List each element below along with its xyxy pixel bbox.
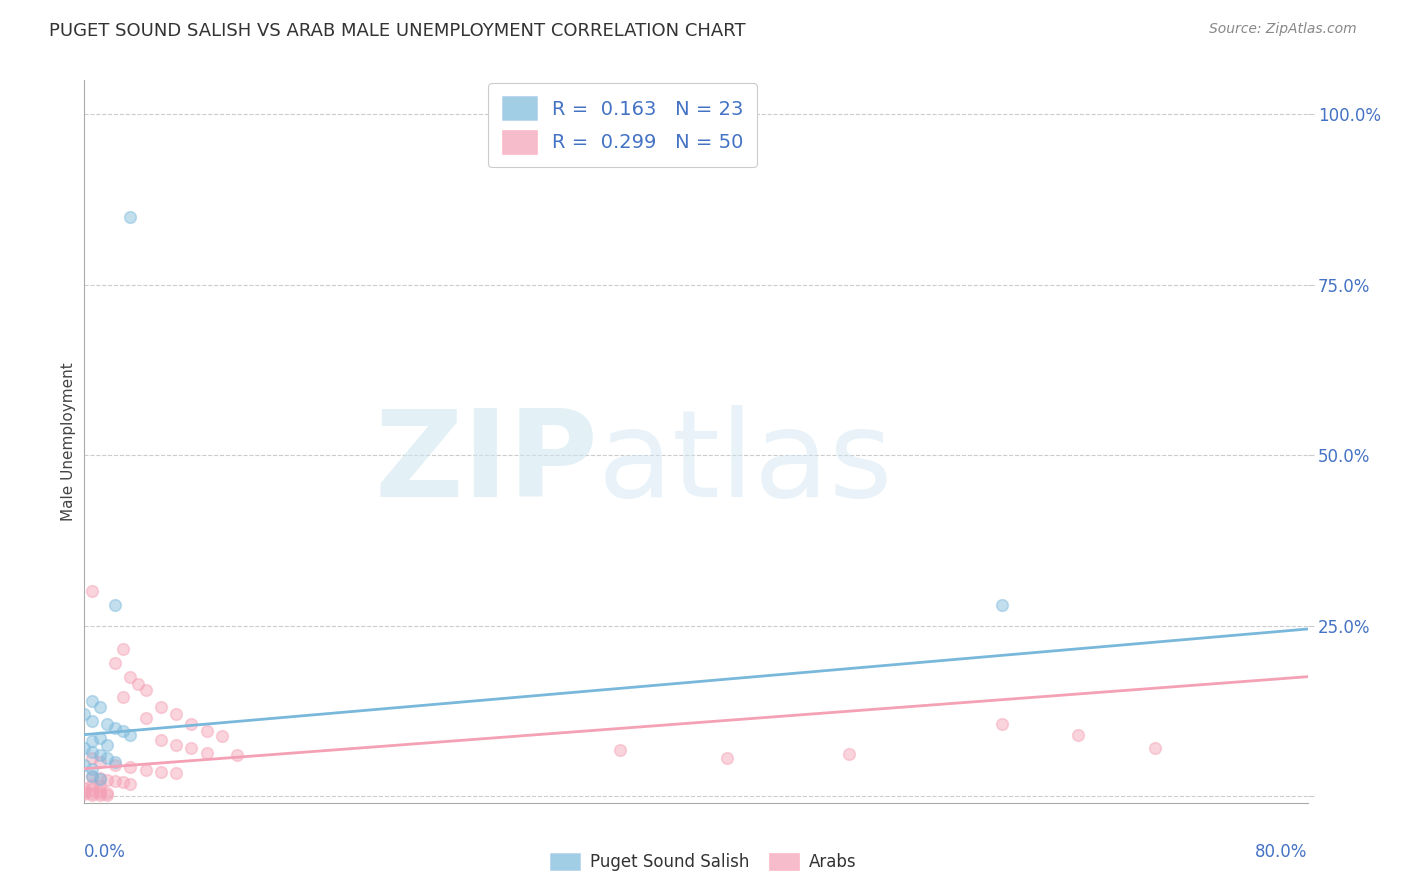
Legend: R =  0.163   N = 23, R =  0.299   N = 50: R = 0.163 N = 23, R = 0.299 N = 50 [488,83,758,167]
Point [165,707,187,722]
Point [89,748,111,763]
Point [120,210,142,224]
Point [226,748,249,763]
Text: atlas: atlas [598,405,894,522]
Point [80,778,103,792]
Point [120,760,142,774]
Point [149,765,172,780]
Point [111,775,134,789]
Point [96,751,118,765]
Point [80,786,103,800]
Point [1143,741,1166,756]
Point [80,782,103,797]
Point [149,700,172,714]
Point [104,656,127,670]
Point [96,738,118,752]
Point [104,598,127,612]
Point [89,772,111,786]
Text: PUGET SOUND SALISH VS ARAB MALE UNEMPLOYMENT CORRELATION CHART: PUGET SOUND SALISH VS ARAB MALE UNEMPLOY… [49,22,745,40]
Point [80,770,103,784]
Legend: Puget Sound Salish, Arabs: Puget Sound Salish, Arabs [541,845,865,880]
Point [211,729,233,743]
Point [111,642,134,657]
Point [80,768,103,782]
Point [89,783,111,797]
Point [135,710,157,724]
Point [96,786,118,800]
Point [89,786,111,800]
Point [111,690,134,705]
Point [195,746,218,760]
Point [80,762,103,776]
Text: 0.0%: 0.0% [84,843,127,861]
Point [80,745,103,759]
Point [165,766,187,780]
Point [96,789,118,803]
Point [89,771,111,785]
Point [104,774,127,789]
Point [73,787,96,801]
Point [89,755,111,769]
Text: Source: ZipAtlas.com: Source: ZipAtlas.com [1209,22,1357,37]
Point [73,707,96,722]
Text: ZIP: ZIP [374,405,598,522]
Point [96,772,118,787]
Point [80,734,103,748]
Point [73,758,96,772]
Point [73,741,96,756]
Point [89,731,111,745]
Point [195,724,218,739]
Point [80,714,103,728]
Point [149,733,172,747]
Point [111,724,134,739]
Y-axis label: Male Unemployment: Male Unemployment [60,362,76,521]
Point [180,717,202,731]
Point [73,785,96,799]
Point [838,747,860,761]
Point [120,728,142,742]
Point [96,717,118,731]
Point [80,693,103,707]
Point [104,755,127,769]
Point [991,717,1014,731]
Point [180,741,202,756]
Text: 80.0%: 80.0% [1256,843,1308,861]
Point [89,780,111,794]
Point [609,742,631,756]
Point [991,598,1014,612]
Point [80,751,103,765]
Point [104,758,127,772]
Point [135,763,157,777]
Point [89,788,111,802]
Point [1067,728,1090,742]
Point [716,751,738,765]
Point [80,584,103,599]
Point [73,780,96,795]
Point [89,700,111,714]
Point [104,721,127,735]
Point [135,683,157,698]
Point [165,738,187,752]
Point [80,788,103,802]
Point [120,670,142,684]
Point [120,777,142,791]
Point [127,676,149,690]
